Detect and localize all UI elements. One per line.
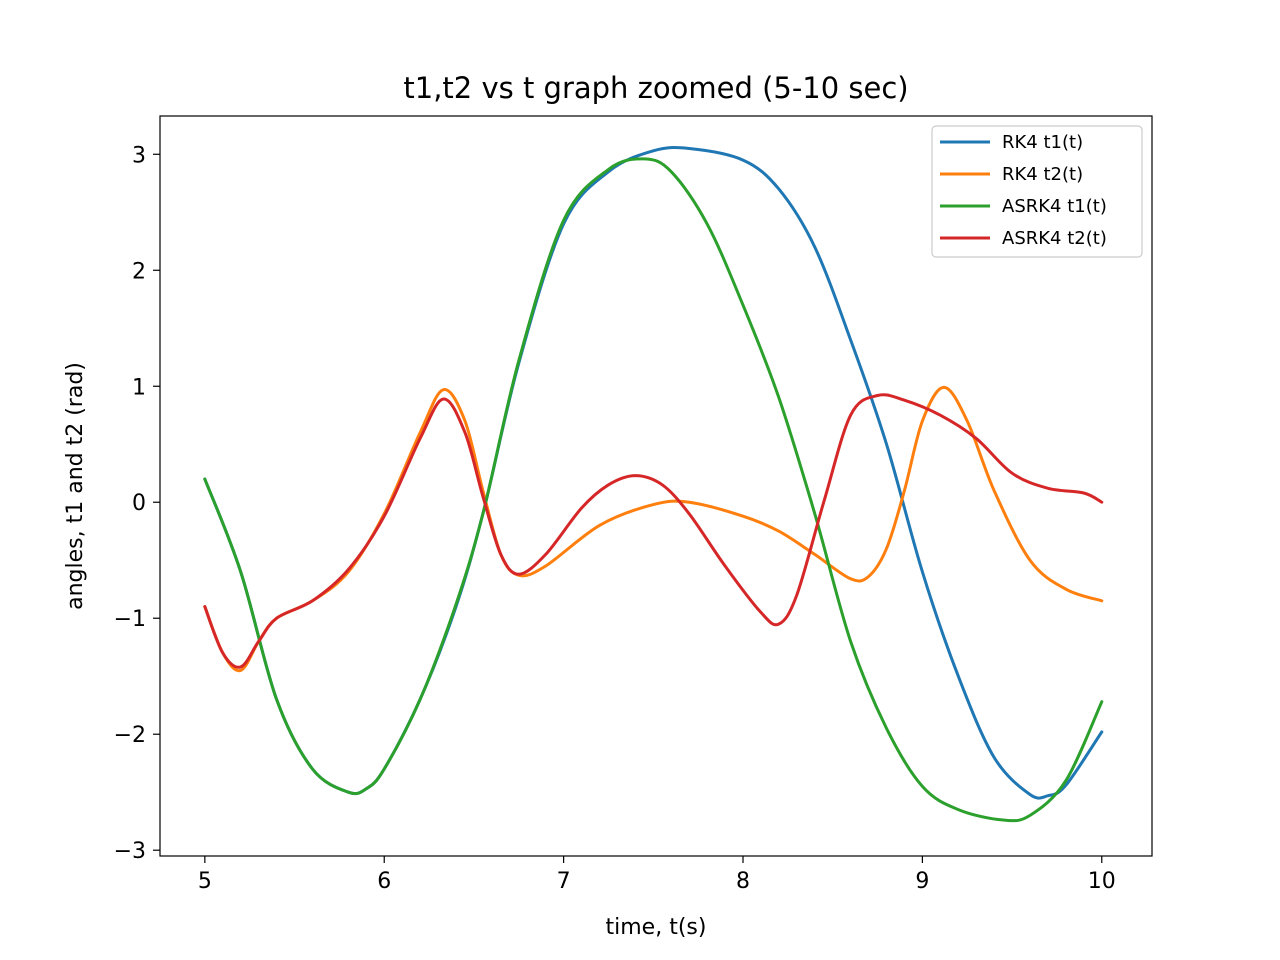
- legend-label: ASRK4 t1(t): [1002, 196, 1107, 217]
- y-axis-label: angles, t1 and t2 (rad): [63, 362, 88, 610]
- x-tick-label: 10: [1088, 869, 1116, 894]
- y-tick-label: 0: [132, 491, 146, 516]
- legend: RK4 t1(t) RK4 t2(t) ASRK4 t1(t) ASRK4 t2(t): [931, 125, 1143, 258]
- y-tick-label: 1: [132, 375, 146, 400]
- plot-area: [159, 115, 1153, 857]
- y-axis: −3 −2 −1 0 1 2 3: [114, 143, 160, 864]
- x-tick-label: 6: [377, 869, 391, 894]
- legend-label: RK4 t1(t): [1002, 132, 1083, 153]
- y-tick-label: −2: [114, 723, 146, 748]
- chart-title: t1,t2 vs t graph zoomed (5-10 sec): [403, 71, 908, 105]
- y-tick-label: −3: [114, 839, 146, 864]
- x-tick-label: 5: [198, 869, 212, 894]
- series-layer: [203, 145, 1104, 823]
- y-tick-label: −1: [114, 607, 146, 632]
- legend-box: [931, 125, 1143, 258]
- axes-frame: [159, 115, 1153, 857]
- x-tick-label: 9: [915, 869, 929, 894]
- y-tick-label: 2: [132, 259, 146, 284]
- legend-label: RK4 t2(t): [1002, 164, 1083, 185]
- x-axis: 5 6 7 8 9 10: [198, 856, 1116, 894]
- x-axis-label: time, t(s): [606, 915, 707, 940]
- legend-label: ASRK4 t2(t): [1002, 228, 1107, 249]
- series-line-asrk4-t1: [203, 157, 1104, 823]
- y-tick-label: 3: [132, 143, 146, 168]
- x-tick-label: 8: [736, 869, 750, 894]
- series-line-asrk4-t2: [203, 393, 1104, 669]
- x-tick-label: 7: [557, 869, 571, 894]
